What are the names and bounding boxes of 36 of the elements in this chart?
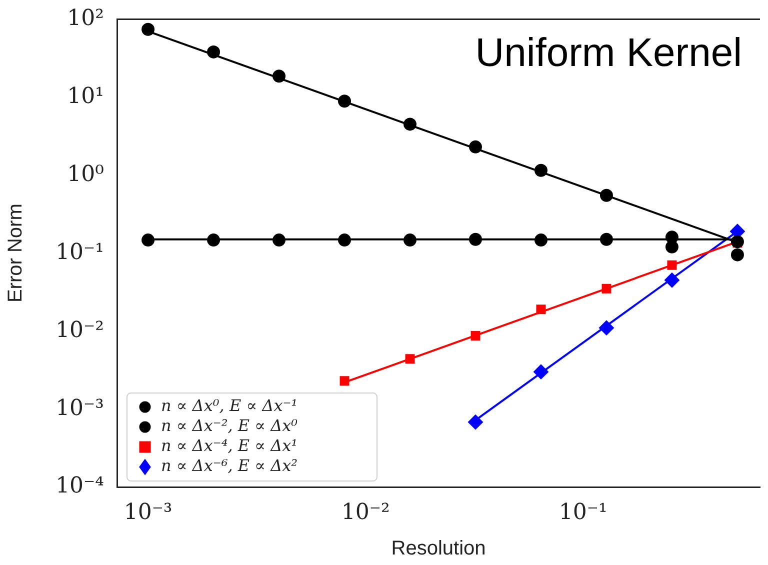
point	[665, 230, 678, 244]
x-axis-title: Resolution	[391, 538, 486, 560]
point	[338, 94, 352, 108]
legend-label: n ∝ Δx⁰, E ∝ Δx⁻¹	[161, 396, 298, 416]
point	[468, 232, 482, 246]
point	[338, 234, 352, 247]
legend-label: n ∝ Δx⁻⁶, E ∝ Δx²	[161, 456, 298, 476]
point	[600, 188, 613, 202]
point	[404, 234, 416, 247]
point	[730, 235, 744, 248]
legend-label: n ∝ Δx⁻⁴, E ∝ Δx¹	[161, 436, 298, 456]
y-tick-label: 10²	[67, 6, 104, 31]
legend-label: n ∝ Δx⁻², E ∝ Δx⁰	[161, 416, 298, 436]
y-tick-label: 10¹	[67, 84, 104, 109]
y-tick-label: 10⁻³	[56, 396, 104, 421]
point	[142, 234, 155, 247]
point	[468, 140, 482, 154]
point	[534, 234, 548, 247]
y-axis-title: Error Norm	[4, 204, 27, 303]
x-tick-label: 10⁻²	[341, 500, 390, 525]
point	[404, 118, 416, 131]
point	[272, 234, 286, 247]
y-tick-label: 10⁻⁴	[56, 474, 104, 499]
point	[142, 22, 155, 36]
point	[600, 232, 613, 246]
y-tick-label: 10⁻¹	[56, 240, 104, 265]
y-tick-label: 10⁰	[67, 162, 104, 187]
point	[207, 234, 220, 247]
x-tick-label: 10⁻³	[124, 500, 172, 525]
y-tick-label: 10⁻²	[56, 318, 104, 343]
point	[272, 70, 286, 83]
point	[207, 45, 220, 58]
point	[534, 164, 548, 177]
point	[730, 248, 744, 262]
chart-title: Uniform Kernel	[475, 31, 742, 76]
x-tick-label: 10⁻¹	[558, 500, 608, 525]
